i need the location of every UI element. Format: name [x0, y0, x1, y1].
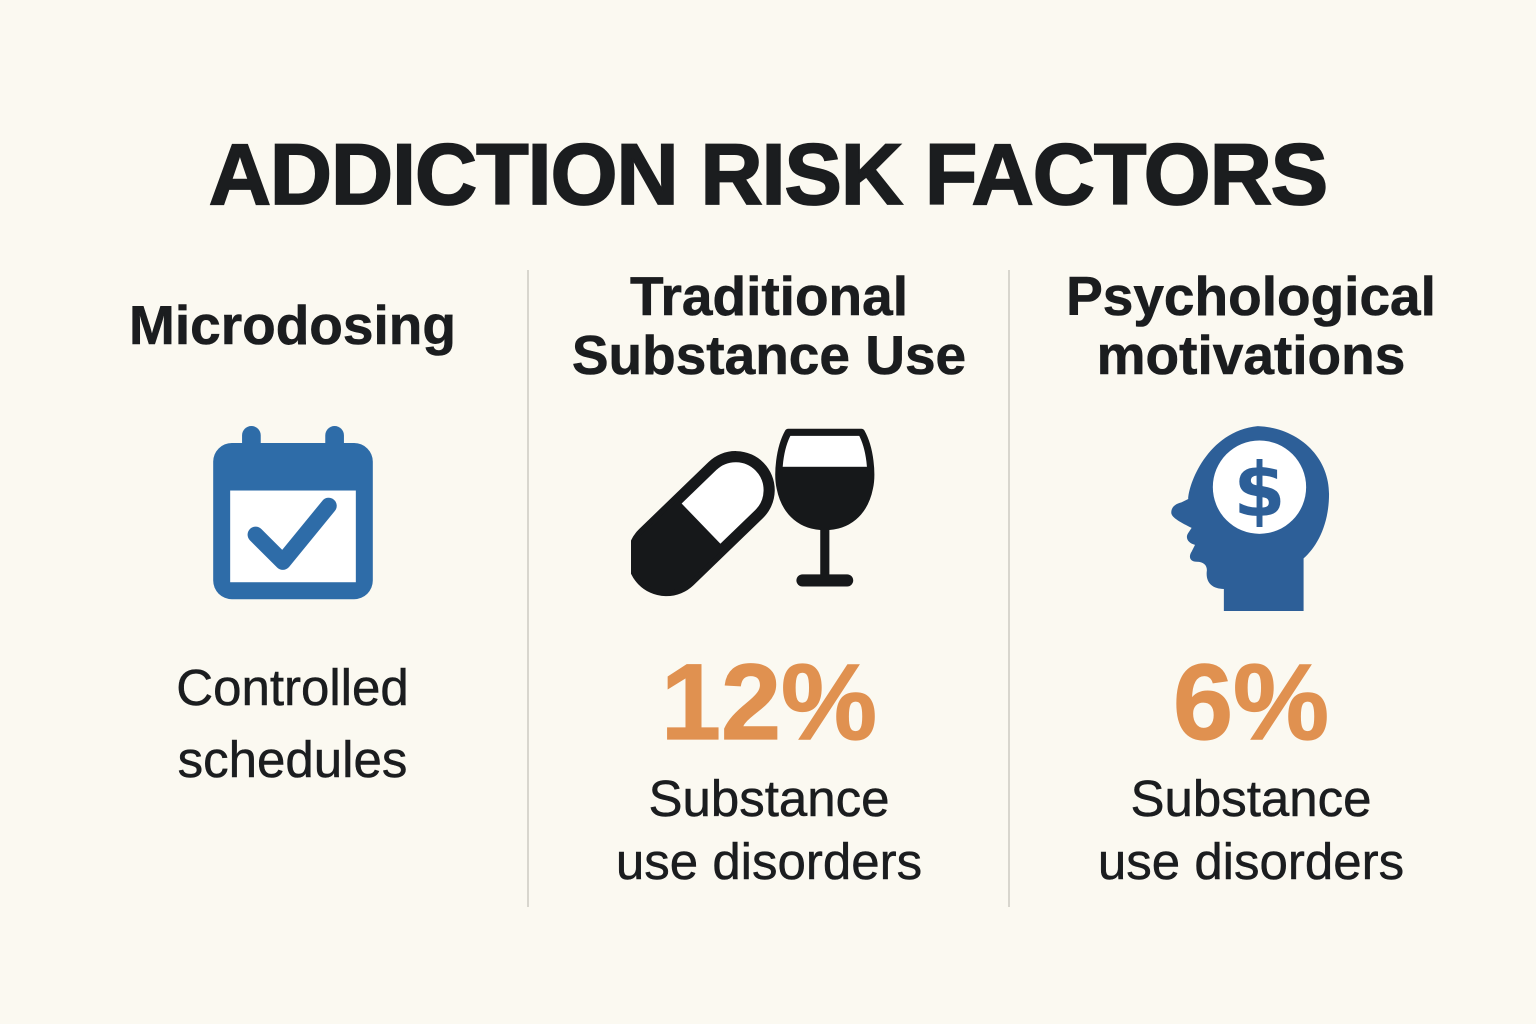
icon-box [530, 394, 1008, 638]
column-heading: Microdosing [129, 294, 457, 357]
dollar-sign: $ [1234, 447, 1286, 534]
head-with-dollar-sign-icon: $ [1171, 426, 1330, 611]
stat-value: 12% [660, 640, 878, 762]
stat-value: 6% [1172, 640, 1330, 762]
icon-box [55, 394, 530, 638]
column-psychological-motivations: Psychological motivations $ 6% Substance… [1012, 258, 1490, 893]
icon-box: $ [1012, 394, 1490, 638]
column-microdosing: Microdosing Controlled schedules [55, 258, 530, 797]
pill-icon [631, 451, 775, 597]
page-title: ADDICTION RISK FACTORS [208, 126, 1329, 223]
column-divider [527, 270, 529, 907]
column-heading: Psychological motivations [1066, 264, 1436, 386]
column-traditional-substance-use: Traditional Substance Use [530, 258, 1008, 893]
column-divider [1008, 270, 1010, 907]
dollar-circle [1212, 440, 1307, 534]
wine-glass-icon [775, 428, 875, 587]
stat-label: Substance use disorders [615, 769, 923, 891]
pill-and-wine-glass-icon [631, 428, 875, 597]
column-heading: Traditional Substance Use [571, 264, 967, 386]
column-note: Controlled schedules [176, 659, 409, 789]
calendar-check-icon [212, 426, 373, 600]
stat-label: Substance use disorders [1097, 769, 1405, 891]
